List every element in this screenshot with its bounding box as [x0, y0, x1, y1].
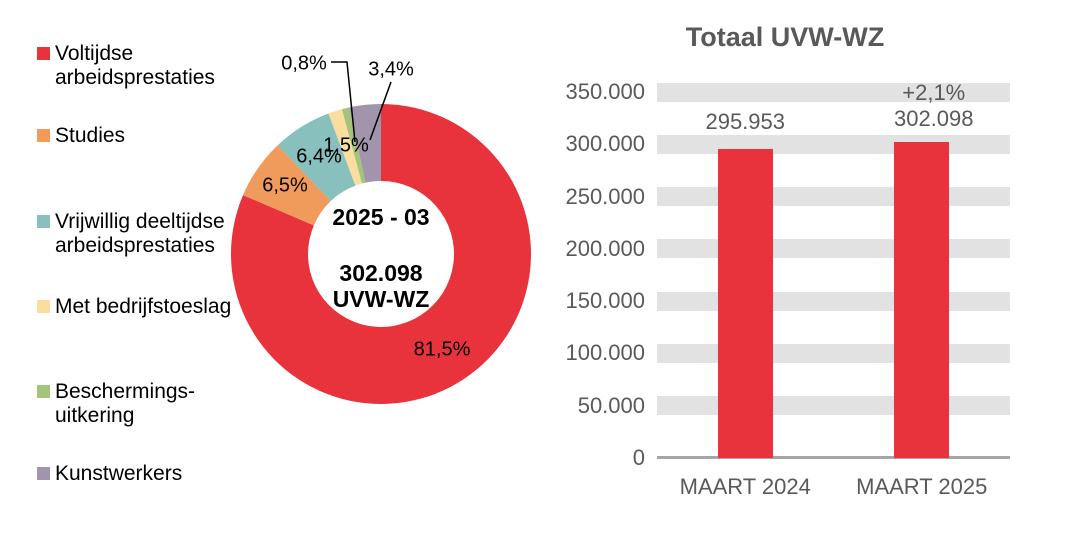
donut-center-period: 2025 - 03 [332, 204, 430, 230]
legend-item-3: Met bedrijfstoeslag [37, 295, 231, 319]
donut-segments [231, 104, 531, 405]
legend-item-5: Kunstwerkers [37, 462, 182, 486]
legend-item-1: Studies [37, 124, 125, 148]
bar-change-label: +2,1% [902, 80, 966, 105]
donut-segment-4 [341, 107, 366, 184]
legend-item-4: Beschermings-uitkering [37, 380, 195, 428]
legend-label-line: arbeidsprestaties [55, 234, 215, 257]
legend-label-line: arbeidsprestaties [55, 66, 215, 89]
legend-item-2: Vrijwillig deeltijdse arbeidsprestaties [37, 210, 225, 258]
y-axis-label-1: 50.000 [577, 392, 645, 418]
y-axis-label-0: 0 [632, 445, 645, 470]
legend-label: Beschermings-uitkering [55, 380, 195, 428]
legend-label: Studies [55, 124, 125, 148]
bar-chart-title: Totaal UVW-WZ [685, 22, 885, 52]
x-axis-label-0: MAART 2024 [679, 474, 811, 499]
legend-label-line: Voltijdse [55, 42, 134, 65]
y-axis-label-6: 300.000 [565, 131, 645, 157]
leader-line-beschermingsuitkering [331, 61, 356, 143]
donut-segment-0 [231, 104, 531, 405]
gridline-band-2 [657, 343, 1010, 363]
gridline-band-5 [657, 187, 1010, 207]
donut-segment-1 [243, 145, 331, 226]
gridline-band-3 [657, 291, 1010, 311]
y-axis-label-7: 350.000 [565, 79, 645, 104]
donut-center-unit: UVW-WZ [332, 286, 430, 312]
x-axis-label-1: MAART 2025 [856, 474, 988, 499]
gridline-band-7 [657, 82, 1010, 102]
gridline-band-4 [657, 239, 1010, 259]
y-axis-label-5: 250.000 [565, 183, 645, 209]
y-axis-label-2: 100.000 [565, 340, 645, 366]
donut-percent-label-4: 0,8% [281, 52, 327, 75]
y-axis-label-3: 150.000 [565, 288, 645, 314]
legend-swatch-icon [37, 129, 50, 142]
legend-swatch-icon [37, 47, 50, 60]
legend-label: Voltijdse arbeidsprestaties [55, 42, 215, 90]
legend-label-line: Studies [55, 124, 126, 147]
donut-segment-5 [349, 104, 381, 183]
donut-percent-label-1: 6,5% [262, 174, 308, 197]
legend-label: Kunstwerkers [55, 462, 182, 486]
bar-value-label-0: 295.953 [705, 109, 786, 134]
donut-segment-3 [328, 109, 362, 186]
donut-percent-label-3: 1,5% [323, 134, 369, 157]
donut-percent-label-2: 6,4% [296, 145, 342, 168]
legend-label-line: Met bedrijfstoeslag [55, 295, 232, 318]
legend-swatch-icon [37, 385, 50, 398]
legend-label: Met bedrijfstoeslag [55, 295, 231, 319]
y-axis-label-4: 200.000 [565, 235, 645, 261]
x-axis-line [657, 456, 1010, 459]
legend-item-0: Voltijdse arbeidsprestaties [37, 42, 215, 90]
bar-maart-2025 [894, 142, 950, 458]
legend-swatch-icon [37, 467, 50, 480]
legend-label: Vrijwillig deeltijdse arbeidsprestaties [55, 210, 225, 258]
legend-label-line: uitkering [55, 404, 135, 427]
legend-label-line: Kunstwerkers [55, 462, 183, 485]
donut-center-total: 302.098 [339, 260, 423, 286]
donut-percent-label-5: 3,4% [368, 58, 414, 81]
donut-percent-label-0: 81,5% [413, 338, 471, 361]
legend-swatch-icon [37, 215, 50, 228]
donut-segment-2 [277, 113, 356, 202]
gridline-band-6 [657, 134, 1010, 154]
leader-line-kunstwerkers [369, 81, 392, 141]
legend-label-line: Vrijwillig deeltijdse [55, 210, 225, 233]
gridline-band-1 [657, 396, 1010, 416]
legend-swatch-icon [37, 300, 50, 313]
legend-label-line: Beschermings- [55, 380, 196, 403]
bar-value-label-1: 302.098 [893, 106, 974, 131]
bar-maart-2024 [717, 148, 773, 458]
